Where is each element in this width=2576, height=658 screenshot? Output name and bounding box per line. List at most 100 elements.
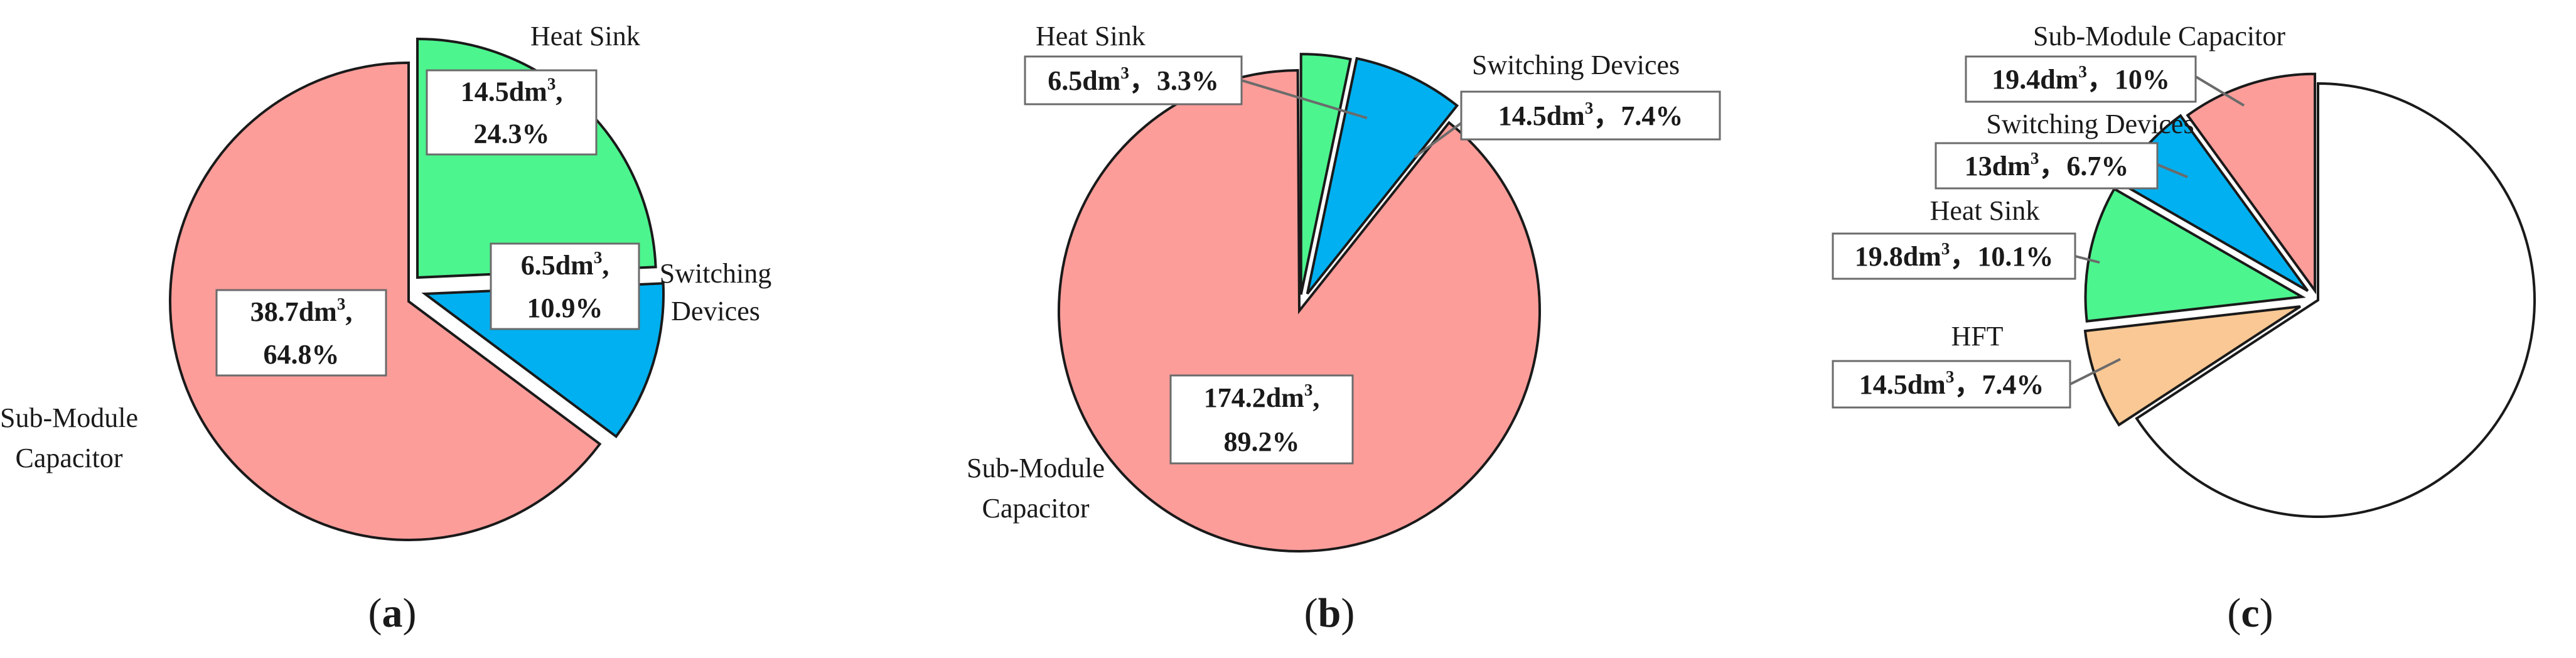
value-text: 6.5dm bbox=[521, 250, 594, 281]
value-text: ， bbox=[1950, 241, 1977, 272]
category-label: Sub-Module bbox=[0, 402, 138, 433]
category-label: Capacitor bbox=[982, 493, 1089, 524]
value-box: 6.5dm3，3.3% bbox=[1024, 55, 1243, 105]
slice-heat_sink bbox=[2084, 187, 2306, 323]
value-text: 19.4dm bbox=[1992, 64, 2078, 95]
value-text: ， bbox=[1129, 65, 1157, 96]
value-label: 64.8% bbox=[264, 339, 340, 370]
value-text: 10.1% bbox=[1977, 241, 2053, 272]
value-text: ， bbox=[2087, 64, 2115, 95]
value-text: , bbox=[1312, 382, 1319, 413]
category-label: Switching Devices bbox=[1472, 50, 1680, 80]
caption-letter: b bbox=[1318, 590, 1341, 636]
category-label: Heat Sink bbox=[530, 21, 640, 51]
leader-line bbox=[2194, 75, 2245, 107]
value-text: 7.4% bbox=[1621, 100, 1683, 131]
value-label: 174.2dm3, bbox=[1204, 380, 1320, 413]
value-label: 6.5dm3，3.3% bbox=[1048, 63, 1219, 96]
value-box-frame bbox=[1169, 374, 1354, 465]
slice-capacitor bbox=[1058, 68, 1542, 553]
value-label: 19.4dm3，10% bbox=[1992, 62, 2170, 95]
value-box-frame bbox=[490, 242, 640, 330]
leader-line bbox=[1241, 79, 1368, 119]
caption-letter: c bbox=[2241, 590, 2259, 636]
value-text: 14.5dm bbox=[1859, 369, 1946, 400]
value-text: 10% bbox=[2115, 64, 2170, 95]
unit-exponent: 3 bbox=[337, 294, 346, 313]
value-text: 19.8dm bbox=[1855, 241, 1941, 272]
value-box-frame bbox=[1024, 55, 1243, 105]
value-text: , bbox=[602, 250, 609, 281]
panel-caption: (c) bbox=[2227, 590, 2273, 636]
value-text: ， bbox=[2039, 151, 2066, 181]
value-label: 38.7dm3, bbox=[250, 294, 353, 327]
value-text: 174.2dm bbox=[1204, 382, 1304, 413]
unit-exponent: 3 bbox=[1304, 380, 1313, 399]
slice-hft bbox=[2083, 305, 2301, 427]
category-label: Devices bbox=[671, 296, 760, 326]
unit-exponent: 3 bbox=[2078, 62, 2087, 81]
category-label: Capacitor bbox=[15, 443, 122, 473]
unit-exponent: 3 bbox=[594, 248, 603, 267]
unit-exponent: 3 bbox=[1120, 63, 1129, 82]
unit-exponent: 3 bbox=[1941, 239, 1950, 258]
pie-chart-c: Sub-Module Capacitor Switching Devices Hea… bbox=[1832, 21, 2536, 636]
category-label: HFT bbox=[1951, 321, 2003, 352]
value-text: 13dm bbox=[1965, 151, 2031, 181]
value-text: 6.7% bbox=[2066, 151, 2128, 181]
value-box-frame bbox=[1965, 55, 2197, 103]
value-text: 7.4% bbox=[1982, 369, 2044, 400]
value-text: 24.3% bbox=[474, 119, 550, 149]
unit-exponent: 3 bbox=[547, 75, 556, 94]
value-box: 6.5dm3, 10.9% bbox=[490, 242, 640, 330]
value-box: 13dm3，6.7% bbox=[1935, 142, 2159, 190]
value-text: , bbox=[345, 296, 352, 327]
value-box-frame bbox=[1832, 232, 2076, 280]
value-box-frame bbox=[1935, 142, 2159, 190]
value-box-frame bbox=[1460, 90, 1721, 141]
unit-exponent: 3 bbox=[1585, 99, 1594, 117]
value-label: 6.5dm3, bbox=[521, 248, 609, 281]
value-text: 38.7dm bbox=[250, 296, 337, 327]
slice-remainder bbox=[2135, 82, 2536, 518]
value-text: ， bbox=[1954, 369, 1982, 400]
value-box: 38.7dm3,64.8% bbox=[215, 289, 387, 377]
category-label: Heat Sink bbox=[1036, 21, 1146, 51]
value-text: 64.8% bbox=[264, 339, 340, 370]
category-label: Switching Devices bbox=[1986, 109, 2194, 139]
value-text: 14.5dm bbox=[1498, 100, 1585, 131]
leader-line bbox=[2074, 255, 2100, 264]
value-label: 89.2% bbox=[1224, 426, 1300, 457]
unit-exponent: 3 bbox=[1946, 367, 1955, 386]
pie-chart-a: Heat Sink Switching Devices Sub-Module Capac… bbox=[0, 21, 771, 636]
slice-heat_sink bbox=[1299, 53, 1352, 295]
slice-switching bbox=[1306, 57, 1459, 295]
category-label: Heat Sink bbox=[1930, 195, 2040, 226]
category-label: Switching bbox=[660, 258, 771, 289]
value-box: 14.5dm3，7.4% bbox=[1832, 360, 2071, 409]
value-text: 3.3% bbox=[1157, 65, 1219, 96]
leader-line bbox=[1414, 122, 1462, 158]
value-box-frame bbox=[215, 289, 387, 377]
category-label: Sub-Module bbox=[967, 453, 1105, 483]
value-label: 24.3% bbox=[474, 119, 550, 149]
value-text: 14.5dm bbox=[461, 77, 547, 107]
value-box-frame bbox=[426, 69, 598, 156]
leader-line bbox=[2069, 358, 2121, 386]
category-label: Sub-Module Capacitor bbox=[2033, 21, 2285, 51]
value-box-frame bbox=[1832, 360, 2071, 409]
panel-caption: (a) bbox=[368, 590, 417, 636]
pie-chart-b: Heat Sink Switching Devices Sub-Module Capa… bbox=[967, 21, 1721, 636]
value-label: 10.9% bbox=[527, 293, 603, 323]
value-text: 89.2% bbox=[1224, 426, 1300, 457]
panel-caption: (b) bbox=[1304, 590, 1355, 636]
value-box: 14.5dm3,24.3% bbox=[426, 69, 598, 156]
value-text: 6.5dm bbox=[1048, 65, 1120, 96]
value-box: 19.8dm3，10.1% bbox=[1832, 232, 2076, 280]
unit-exponent: 3 bbox=[2031, 149, 2039, 168]
value-label: 14.5dm3，7.4% bbox=[1859, 367, 2044, 400]
value-label: 14.5dm3，7.4% bbox=[1498, 99, 1683, 131]
value-box: 14.5dm3，7.4% bbox=[1460, 90, 1721, 141]
value-box: 19.4dm3，10% bbox=[1965, 55, 2197, 103]
